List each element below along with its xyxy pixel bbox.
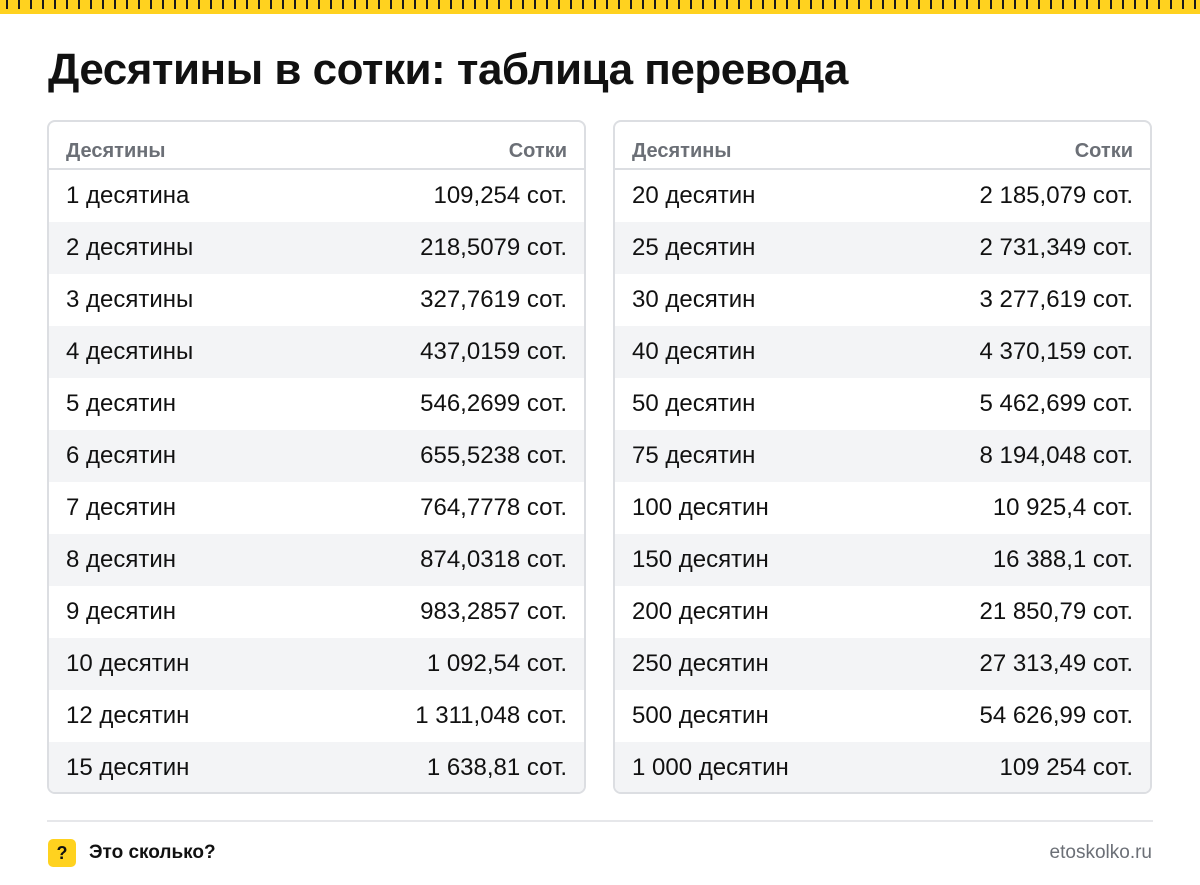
- cell-desyatiny: 20 десятин: [632, 182, 756, 209]
- cell-sotki: 109 254 сот.: [999, 754, 1133, 781]
- table-header: Десятины Сотки: [615, 122, 1150, 170]
- table-row: 150 десятин 16 388,1 сот.: [615, 534, 1150, 586]
- cell-sotki: 1 311,048 сот.: [415, 702, 567, 729]
- cell-desyatiny: 25 десятин: [632, 234, 756, 261]
- cell-sotki: 2 185,079 сот.: [979, 182, 1133, 209]
- table-row: 30 десятин 3 277,619 сот.: [615, 274, 1150, 326]
- cell-sotki: 655,5238 сот.: [420, 442, 567, 469]
- cell-sotki: 10 925,4 сот.: [992, 494, 1133, 521]
- table-row: 1 000 десятин 109 254 сот.: [615, 742, 1150, 792]
- cell-desyatiny: 100 десятин: [632, 494, 769, 521]
- cell-sotki: 21 850,79 сот.: [979, 598, 1133, 625]
- table-row: 2 десятины 218,5079 сот.: [49, 222, 584, 274]
- cell-sotki: 764,7778 сот.: [420, 494, 567, 521]
- cell-desyatiny: 250 десятин: [632, 650, 769, 677]
- cell-sotki: 1 638,81 сот.: [426, 754, 567, 781]
- cell-desyatiny: 5 десятин: [66, 390, 177, 417]
- cell-sotki: 983,2857 сот.: [420, 598, 567, 625]
- table-row: 12 десятин 1 311,048 сот.: [49, 690, 584, 742]
- cell-sotki: 874,0318 сот.: [420, 546, 567, 573]
- cell-desyatiny: 4 десятины: [66, 338, 194, 365]
- table-row: 40 десятин 4 370,159 сот.: [615, 326, 1150, 378]
- cell-desyatiny: 12 десятин: [66, 702, 190, 729]
- cell-sotki: 16 388,1 сот.: [992, 546, 1133, 573]
- cell-sotki: 3 277,619 сот.: [979, 286, 1133, 313]
- cell-desyatiny: 30 десятин: [632, 286, 756, 313]
- conversion-table-right: Десятины Сотки 20 десятин 2 185,079 сот. …: [613, 120, 1152, 794]
- table-row: 1 десятина 109,254 сот.: [49, 170, 584, 222]
- table-row: 9 десятин 983,2857 сот.: [49, 586, 584, 638]
- table-row: 3 десятины 327,7619 сот.: [49, 274, 584, 326]
- cell-sotki: 5 462,699 сот.: [979, 390, 1133, 417]
- table-row: 75 десятин 8 194,048 сот.: [615, 430, 1150, 482]
- footer-brand-name: Это сколько?: [89, 842, 216, 863]
- cell-desyatiny: 1 000 десятин: [632, 754, 789, 781]
- cell-sotki: 327,7619 сот.: [420, 286, 567, 313]
- cell-sotki: 1 092,54 сот.: [426, 650, 567, 677]
- cell-sotki: 2 731,349 сот.: [979, 234, 1133, 261]
- cell-desyatiny: 40 десятин: [632, 338, 756, 365]
- cell-desyatiny: 150 десятин: [632, 546, 769, 573]
- cell-desyatiny: 9 десятин: [66, 598, 177, 625]
- cell-desyatiny: 3 десятины: [66, 286, 194, 313]
- column-header-desyatiny: Десятины: [632, 140, 732, 162]
- question-mark-icon: ?: [48, 839, 76, 867]
- cell-sotki: 218,5079 сот.: [420, 234, 567, 261]
- table-row: 50 десятин 5 462,699 сот.: [615, 378, 1150, 430]
- table-row: 250 десятин 27 313,49 сот.: [615, 638, 1150, 690]
- cell-sotki: 54 626,99 сот.: [979, 702, 1133, 729]
- table-row: 6 десятин 655,5238 сот.: [49, 430, 584, 482]
- table-row: 25 десятин 2 731,349 сот.: [615, 222, 1150, 274]
- cell-sotki: 546,2699 сот.: [420, 390, 567, 417]
- cell-desyatiny: 50 десятин: [632, 390, 756, 417]
- cell-desyatiny: 10 десятин: [66, 650, 190, 677]
- cell-desyatiny: 200 десятин: [632, 598, 769, 625]
- conversion-table-left: Десятины Сотки 1 десятина 109,254 сот. 2 …: [47, 120, 586, 794]
- table-body: 20 десятин 2 185,079 сот. 25 десятин 2 731…: [615, 170, 1150, 792]
- table-row: 4 десятины 437,0159 сот.: [49, 326, 584, 378]
- cell-sotki: 109,254 сот.: [433, 182, 567, 209]
- table-row: 15 десятин 1 638,81 сот.: [49, 742, 584, 792]
- cell-desyatiny: 500 десятин: [632, 702, 769, 729]
- cell-sotki: 27 313,49 сот.: [979, 650, 1133, 677]
- cell-desyatiny: 8 десятин: [66, 546, 177, 573]
- table-row: 100 десятин 10 925,4 сот.: [615, 482, 1150, 534]
- ruler-strip: [0, 0, 1200, 14]
- table-row: 8 десятин 874,0318 сот.: [49, 534, 584, 586]
- table-row: 7 десятин 764,7778 сот.: [49, 482, 584, 534]
- footer-divider: [47, 820, 1153, 822]
- column-header-sotki: Сотки: [508, 140, 567, 162]
- page-title: Десятины в сотки: таблица перевода: [48, 45, 848, 94]
- cell-sotki: 437,0159 сот.: [420, 338, 567, 365]
- table-row: 200 десятин 21 850,79 сот.: [615, 586, 1150, 638]
- table-row: 500 десятин 54 626,99 сот.: [615, 690, 1150, 742]
- table-row: 20 десятин 2 185,079 сот.: [615, 170, 1150, 222]
- cell-desyatiny: 15 десятин: [66, 754, 190, 781]
- column-header-desyatiny: Десятины: [66, 140, 166, 162]
- cell-sotki: 4 370,159 сот.: [979, 338, 1133, 365]
- column-header-sotki: Сотки: [1074, 140, 1133, 162]
- cell-sotki: 8 194,048 сот.: [979, 442, 1133, 469]
- table-row: 5 десятин 546,2699 сот.: [49, 378, 584, 430]
- cell-desyatiny: 1 десятина: [66, 182, 190, 209]
- cell-desyatiny: 2 десятины: [66, 234, 194, 261]
- table-header: Десятины Сотки: [49, 122, 584, 170]
- table-body: 1 десятина 109,254 сот. 2 десятины 218,507…: [49, 170, 584, 792]
- footer-site-link[interactable]: etoskolko.ru: [1049, 842, 1152, 863]
- cell-desyatiny: 6 десятин: [66, 442, 177, 469]
- cell-desyatiny: 75 десятин: [632, 442, 756, 469]
- cell-desyatiny: 7 десятин: [66, 494, 177, 521]
- table-row: 10 десятин 1 092,54 сот.: [49, 638, 584, 690]
